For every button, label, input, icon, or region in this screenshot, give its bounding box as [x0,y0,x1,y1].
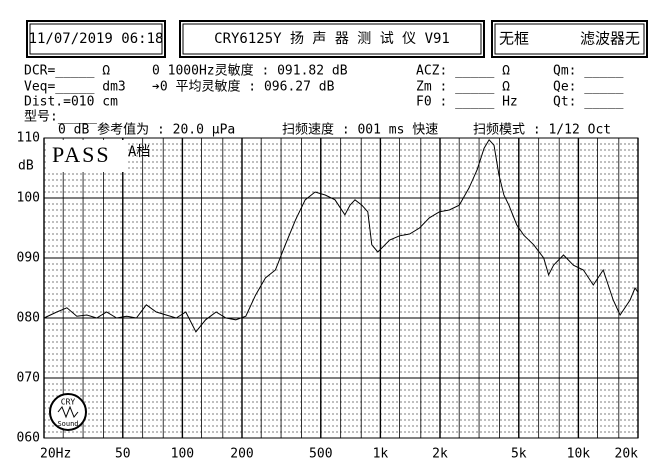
x-tick-label: 50 [115,447,131,462]
x-tick-label: 1k [373,447,389,462]
logo-top: CRY [61,398,76,407]
x-tick-label: 100 [171,447,194,462]
device-title: CRY6125Y 扬 声 器 测 试 仪 V91 [214,31,450,47]
x-tick-label: 2k [432,447,448,462]
x-tick-label: 10k [567,447,591,462]
logo-bottom: Sound [57,420,78,428]
x-tick-label: 20Hz [40,447,71,462]
acz: ACZ: _____ Ω [416,64,510,79]
pass: PASS [52,142,111,167]
pass-box [48,140,128,172]
x-tick-label: 20k [615,447,639,462]
y-tick-label: 060 [17,431,40,446]
y-tick-label: 090 [17,251,40,266]
x-tick-label: 500 [309,447,332,462]
dcr: DCR=_____ Ω [24,64,110,79]
box [179,20,485,58]
y-tick-label: 110 [17,131,40,146]
box [182,23,482,55]
dist: Dist.=010 cm [24,95,118,110]
box [26,20,166,58]
y-tick-label: 070 [17,371,40,386]
box [29,23,163,55]
qt: Qt: _____ [553,95,624,110]
zm: Zm : _____ Ω [416,80,510,95]
response-curve [43,138,639,333]
y-axis-label: dB [18,159,34,174]
x-tick-label: 5k [511,447,527,462]
plot: 060 070 080 090 100 110 20Hz 50 100 200 500 1k 2k 5k 1… [17,131,639,462]
box [491,20,648,58]
sens-1k: 0 1000Hz灵敏度 : 091.82 dB [152,63,348,79]
grade: A档 [128,144,150,160]
sweep-speed: 扫频速度 : 001 ms 快速 [282,122,438,138]
qe: Qe: _____ [553,80,624,95]
filter: 滤波器无 [580,30,640,48]
reference: 0 dB 参考值为 : 20.0 μPa [58,122,235,138]
model: 型号:_____ [24,110,97,125]
logo-wave [57,405,79,419]
sens-avg: ➔0 平均灵敏度 : 096.27 dB [152,79,335,95]
f0: F0 : _____ Hz [416,95,518,110]
sweep-mode: 扫频模式 : 1/12 Oct [473,123,611,138]
frame: 无框 [499,30,529,48]
box [494,23,645,55]
qm: Qm: _____ [553,64,624,79]
veq: Veq=_____ dm3 [24,80,126,95]
y-tick-label: 080 [17,311,40,326]
datetime: 11/07/2019 06:18 [29,31,164,47]
y-tick-label: 100 [17,191,40,206]
x-tick-label: 200 [230,447,253,462]
